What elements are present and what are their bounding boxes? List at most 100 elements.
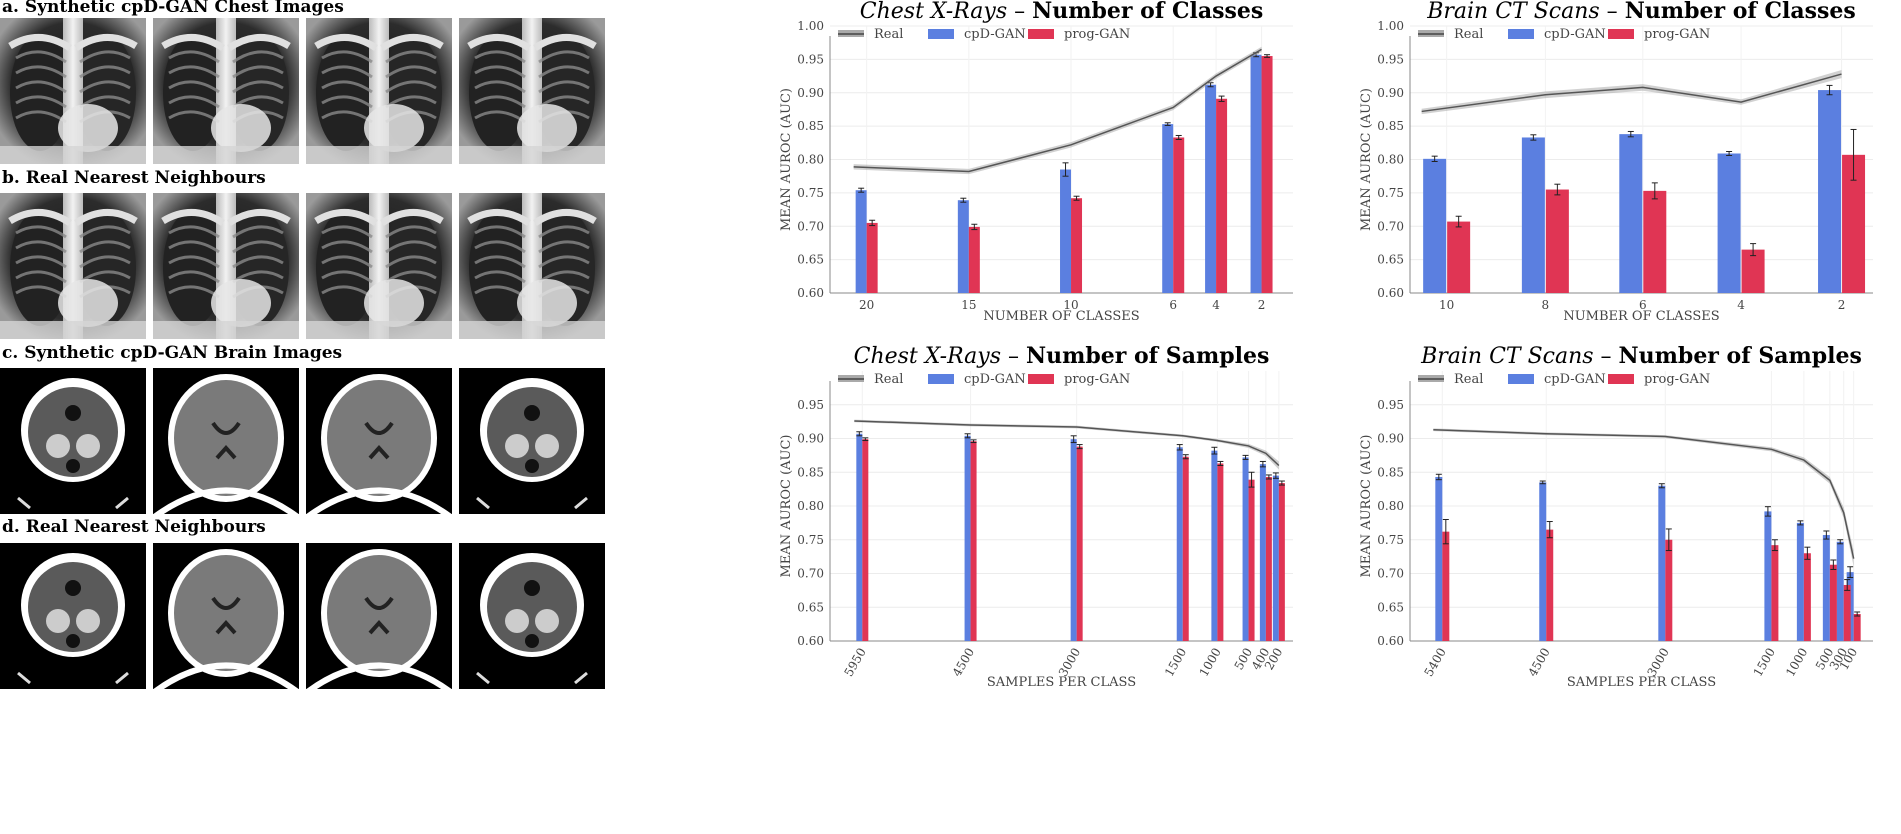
bar-proggan	[1843, 584, 1851, 641]
real-brain-image	[0, 543, 146, 689]
bar-proggan	[968, 226, 980, 293]
chart-title: Chest X-Rays – Number of Samples	[854, 345, 1270, 369]
legend-label: cpD-GAN	[1544, 27, 1606, 42]
x-tick-label: 1000	[1783, 646, 1810, 679]
y-tick-label: 0.85	[1377, 119, 1404, 133]
chart-chest-classes: Chest X-Rays – Number of Classes 0.60 0.65…	[770, 0, 1315, 345]
legend-label: cpD-GAN	[1544, 372, 1606, 387]
bar-cpdgan	[1250, 54, 1262, 293]
x-tick-label: 20	[859, 298, 874, 312]
bar-cpdgan	[1423, 158, 1447, 293]
bar-cpdgan	[1822, 535, 1830, 641]
legend-swatch-proggan	[1608, 374, 1634, 384]
legend-label: Real	[1454, 372, 1483, 387]
chart-title: Chest X-Rays – Number of Classes	[860, 0, 1263, 24]
legend-label: Real	[1454, 27, 1483, 42]
bar-proggan	[1182, 456, 1189, 641]
y-tick-label: 0.95	[797, 398, 824, 412]
bar-cpdgan	[1836, 541, 1844, 641]
bar-proggan	[970, 441, 977, 641]
y-tick-label: 0.65	[797, 253, 824, 267]
bar-cpdgan	[1070, 439, 1077, 641]
x-tick-label: 1500	[1751, 646, 1778, 679]
bar-cpdgan	[1060, 169, 1072, 293]
x-tick-label: 15	[961, 298, 976, 312]
bar-cpdgan	[1259, 464, 1266, 641]
x-tick-label: 4500	[1525, 646, 1552, 679]
real-chest-image	[459, 193, 605, 339]
legend-label: prog-GAN	[1064, 372, 1130, 387]
panel-label-d: d. Real Nearest Neighbours	[2, 517, 266, 537]
y-tick-label: 0.95	[1377, 398, 1404, 412]
bar-cpdgan	[1717, 153, 1741, 293]
real-chest-image	[0, 193, 146, 339]
bar-proggan	[1173, 137, 1185, 293]
bar-cpdgan	[1205, 84, 1217, 294]
real-confidence-band	[853, 46, 1262, 175]
x-axis-label: NUMBER OF CLASSES	[983, 309, 1139, 324]
bar-cpdgan	[855, 190, 867, 293]
bar-cpdgan	[1796, 522, 1804, 641]
y-tick-label: 0.85	[1377, 465, 1404, 479]
synthetic-brain-image	[153, 368, 299, 514]
panel-label-b: b. Real Nearest Neighbours	[2, 168, 266, 188]
bar-proggan	[1217, 463, 1224, 641]
x-tick-label: 4	[1212, 298, 1220, 312]
x-tick-label: 10	[1439, 298, 1454, 312]
bar-proggan	[1248, 479, 1255, 641]
x-tick-label: 4	[1737, 298, 1745, 312]
bar-proggan	[866, 222, 878, 293]
bar-proggan	[1261, 56, 1273, 293]
legend-label: prog-GAN	[1644, 372, 1710, 387]
y-tick-label: 0.80	[797, 499, 824, 513]
real-confidence-band	[1421, 70, 1842, 115]
bar-proggan	[862, 439, 869, 641]
y-tick-label: 0.95	[797, 52, 824, 66]
y-tick-label: 0.90	[797, 432, 824, 446]
real-line	[853, 48, 1262, 173]
x-axis-label: NUMBER OF CLASSES	[1563, 309, 1719, 324]
real-line	[854, 420, 1280, 467]
legend-label: prog-GAN	[1064, 27, 1130, 42]
y-tick-label: 0.75	[1377, 533, 1404, 547]
legend-swatch-cpdgan	[1508, 29, 1534, 39]
legend-swatch-proggan	[1028, 374, 1054, 384]
bar-cpdgan	[1211, 450, 1218, 641]
y-tick-label: 0.70	[797, 219, 824, 233]
bar-proggan	[1829, 564, 1837, 641]
x-tick-label: 2	[1258, 298, 1266, 312]
legend-label: Real	[874, 372, 903, 387]
y-tick-label: 1.00	[797, 19, 824, 33]
y-axis-label: MEAN AUROC (AUC)	[779, 435, 794, 578]
y-tick-label: 0.65	[797, 600, 824, 614]
bar-cpdgan	[957, 200, 969, 293]
y-tick-label: 0.70	[1377, 567, 1404, 581]
x-tick-label: 8	[1542, 298, 1550, 312]
chart-title: Brain CT Scans – Number of Classes	[1426, 0, 1856, 24]
y-tick-label: 0.75	[797, 533, 824, 547]
x-tick-label: 3000	[1056, 646, 1083, 679]
bar-cpdgan	[1521, 137, 1545, 293]
y-axis-label: MEAN AUROC (AUC)	[779, 88, 794, 231]
real-chest-image	[306, 193, 452, 339]
bar-proggan	[1447, 221, 1471, 293]
bar-cpdgan	[1658, 485, 1666, 641]
image-grid: a. Synthetic cpD-GAN Chest Images b. Rea…	[0, 0, 740, 834]
bar-proggan	[1803, 553, 1811, 641]
synthetic-chest-image	[306, 18, 452, 164]
x-tick-label: 1000	[1197, 646, 1224, 679]
real-line	[1421, 73, 1842, 113]
bar-proggan	[1216, 98, 1228, 293]
synthetic-chest-image	[459, 18, 605, 164]
x-tick-label: 5950	[842, 646, 869, 679]
chart-brain-samples: Brain CT Scans – Number of Samples 0.60 0.…	[1350, 345, 1895, 690]
y-tick-label: 0.75	[1377, 186, 1404, 200]
y-tick-label: 0.90	[1377, 86, 1404, 100]
legend-swatch-proggan	[1028, 29, 1054, 39]
bar-cpdgan	[1619, 134, 1643, 293]
y-tick-label: 0.95	[1377, 52, 1404, 66]
y-tick-label: 0.80	[1377, 153, 1404, 167]
y-tick-label: 0.80	[797, 153, 824, 167]
bar-cpdgan	[1818, 90, 1842, 293]
y-tick-label: 0.85	[797, 119, 824, 133]
